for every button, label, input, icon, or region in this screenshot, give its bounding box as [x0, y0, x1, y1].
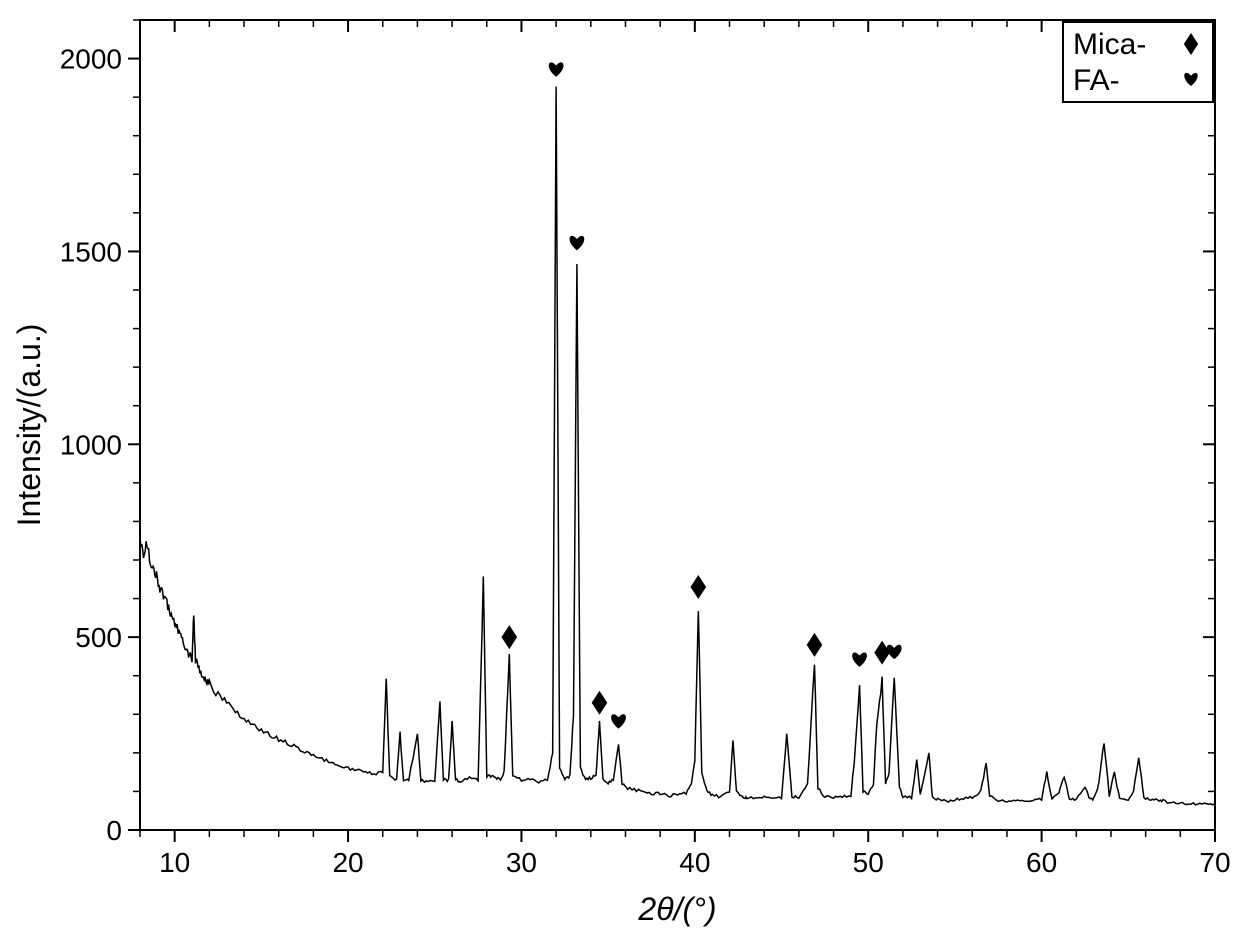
xtick-label: 20: [332, 847, 363, 878]
mica-marker: [502, 625, 518, 649]
ytick-label: 0: [106, 815, 122, 846]
ytick-label: 500: [75, 622, 122, 653]
xtick-label: 30: [506, 847, 537, 878]
xaxis-label: 2θ/(°): [637, 891, 716, 927]
legend-fa-label: FA-: [1073, 64, 1120, 97]
legend-mica-label: Mica-: [1073, 28, 1146, 61]
mica-marker: [874, 641, 890, 665]
xtick-label: 10: [159, 847, 190, 878]
mica-marker: [592, 691, 608, 715]
ytick-label: 1000: [60, 429, 122, 460]
xtick-label: 40: [679, 847, 710, 878]
fa-marker: [852, 652, 867, 666]
xtick-label: 60: [1026, 847, 1057, 878]
xtick-label: 70: [1199, 847, 1230, 878]
xrd-chart: 10 20 30 40 50 60 70 0 500 1000 1500 2000 2θ/(°) Inte…: [0, 0, 1240, 935]
fa-marker: [611, 714, 626, 728]
yaxis-label: Intensity/(a.u.): [11, 324, 47, 527]
fa-marker: [887, 645, 902, 659]
xtick-label: 50: [853, 847, 884, 878]
xrd-line: [140, 87, 1215, 805]
mica-marker: [691, 575, 707, 599]
ytick-label: 1500: [60, 236, 122, 267]
plot-border: [140, 20, 1215, 830]
ytick-label: 2000: [60, 44, 122, 75]
fa-marker: [570, 236, 585, 250]
mica-marker: [807, 633, 823, 657]
chart-svg: 10 20 30 40 50 60 70 0 500 1000 1500 2000 2θ/(°) Inte…: [0, 0, 1240, 935]
fa-marker: [549, 62, 564, 76]
